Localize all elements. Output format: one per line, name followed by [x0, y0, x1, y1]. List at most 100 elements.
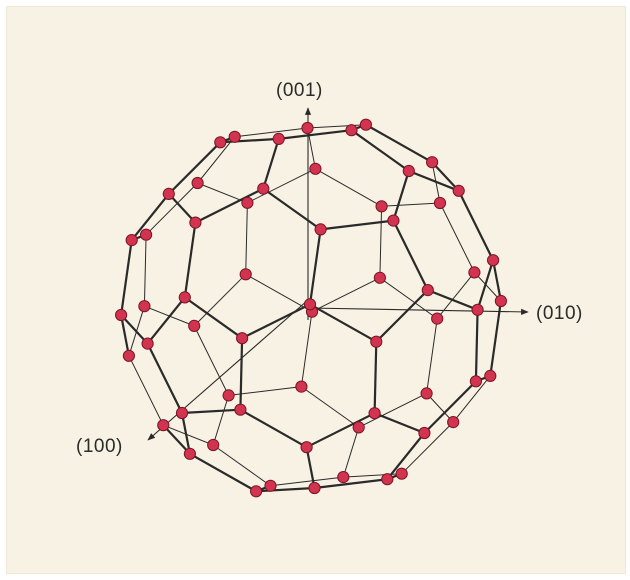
- back-bond: [246, 274, 312, 311]
- front-bond: [493, 260, 501, 301]
- back-bond: [194, 274, 246, 326]
- carbon-atom: [469, 267, 480, 278]
- carbon-atom: [421, 388, 432, 399]
- carbon-atom: [179, 292, 190, 303]
- front-bond: [428, 290, 478, 310]
- carbon-atom: [304, 299, 315, 310]
- axis-label-001: (001): [276, 80, 323, 102]
- back-bond: [301, 312, 312, 387]
- front-bond: [375, 413, 425, 433]
- carbon-atom: [242, 197, 253, 208]
- carbon-atom: [485, 370, 496, 381]
- carbon-atom: [453, 185, 464, 196]
- back-bond: [235, 128, 308, 137]
- front-bond: [185, 297, 242, 338]
- front-bond: [393, 171, 408, 221]
- back-bond: [213, 445, 270, 486]
- front-bond: [190, 454, 256, 492]
- front-bond: [263, 139, 278, 189]
- carbon-atom: [265, 480, 276, 491]
- front-bond: [263, 189, 320, 230]
- front-bond: [195, 189, 263, 223]
- carbon-atom: [176, 407, 187, 418]
- front-bond: [366, 125, 432, 163]
- back-bond: [229, 387, 302, 396]
- carbon-atom: [240, 269, 251, 280]
- back-bond: [144, 235, 146, 307]
- carbon-atom: [472, 304, 483, 315]
- carbon-atom: [141, 229, 152, 240]
- front-bond: [148, 344, 182, 413]
- axis-100-line: [148, 300, 308, 440]
- back-bond: [343, 427, 358, 477]
- back-bond: [315, 169, 381, 207]
- carbon-atom: [376, 201, 387, 212]
- carbon-atom: [432, 313, 443, 324]
- carbon-atom: [139, 301, 150, 312]
- carbon-atom: [229, 131, 240, 142]
- atoms: [116, 119, 507, 497]
- carbon-atom: [369, 408, 380, 419]
- front-bond: [478, 260, 494, 310]
- carbon-atom: [434, 197, 445, 208]
- back-bond: [213, 395, 228, 445]
- carbon-atom: [190, 217, 201, 228]
- front-bond: [240, 338, 242, 410]
- carbon-atom: [223, 390, 234, 401]
- back-bond: [312, 278, 380, 312]
- front-bond: [376, 290, 428, 342]
- front-bond: [307, 447, 315, 488]
- front-bond: [307, 413, 375, 447]
- back-bond: [427, 319, 438, 394]
- front-bond: [310, 304, 376, 341]
- front-bond: [242, 304, 310, 338]
- carbon-atom: [184, 448, 195, 459]
- carbon-atom: [189, 320, 200, 331]
- carbon-atom: [192, 177, 203, 188]
- front-bond: [310, 229, 321, 304]
- front-bond: [315, 479, 388, 488]
- front-bond: [393, 221, 427, 291]
- carbon-atom: [422, 285, 433, 296]
- carbon-atom: [251, 486, 262, 497]
- carbon-atom: [427, 157, 438, 168]
- carbon-atom: [495, 295, 506, 306]
- carbon-atom: [346, 125, 357, 136]
- carbon-atom: [419, 427, 430, 438]
- carbon-atom: [488, 255, 499, 266]
- carbon-atom: [470, 376, 481, 387]
- carbon-atom: [360, 119, 371, 130]
- carbon-atom: [338, 472, 349, 483]
- front-bond: [476, 310, 478, 382]
- axis-label-100: (100): [76, 436, 123, 458]
- carbon-atom: [403, 165, 414, 176]
- carbon-atom: [353, 422, 364, 433]
- back-bond: [301, 387, 358, 428]
- back-bond: [246, 203, 248, 274]
- back-bond: [382, 203, 440, 206]
- front-bond: [240, 410, 306, 448]
- carbon-atom: [374, 272, 385, 283]
- front-bond: [352, 130, 409, 171]
- carbon-atom: [126, 235, 137, 246]
- carbon-atom: [388, 215, 399, 226]
- carbon-atom: [237, 333, 248, 344]
- back-bond: [380, 278, 437, 319]
- front-bond: [185, 223, 196, 298]
- front-bond: [121, 240, 132, 315]
- carbon-atom: [258, 183, 269, 194]
- carbon-atom: [116, 309, 127, 320]
- carbon-atom: [296, 381, 307, 392]
- front-bond: [459, 191, 493, 260]
- carbon-atom: [158, 420, 169, 431]
- front-bond: [321, 221, 394, 230]
- carbon-atom: [215, 137, 226, 148]
- back-bond: [271, 477, 344, 486]
- carbon-atom: [382, 474, 393, 485]
- carbon-atom: [142, 338, 153, 349]
- front-bond: [490, 301, 501, 376]
- carbon-atom: [163, 188, 174, 199]
- front-bond: [279, 130, 352, 139]
- carbon-atom: [371, 336, 382, 347]
- front-bond: [409, 171, 459, 191]
